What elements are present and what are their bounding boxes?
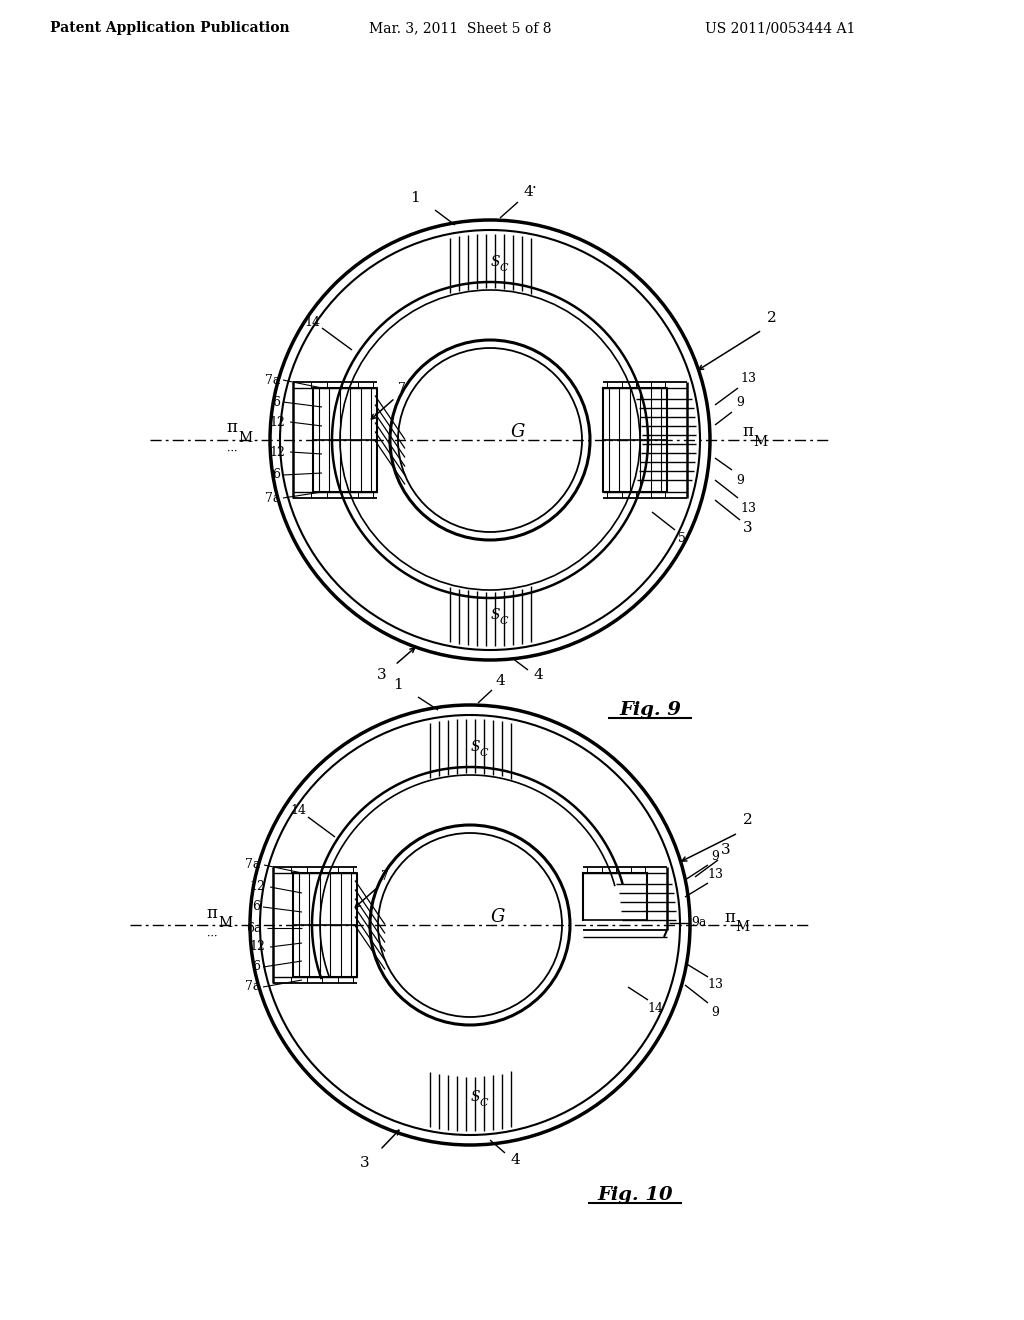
Text: 3: 3 — [360, 1156, 370, 1170]
Text: 12: 12 — [269, 446, 285, 458]
Text: 1: 1 — [411, 191, 420, 205]
Text: M: M — [238, 432, 252, 445]
Text: 6: 6 — [252, 961, 260, 974]
Text: ·: · — [531, 181, 537, 195]
Text: π: π — [742, 424, 754, 441]
Text: 6: 6 — [252, 900, 260, 913]
Text: C: C — [500, 263, 508, 273]
Text: 13: 13 — [740, 371, 756, 384]
Text: 2: 2 — [743, 813, 753, 828]
Text: C: C — [500, 616, 508, 626]
Text: 7a: 7a — [264, 374, 280, 387]
Text: US 2011/0053444 A1: US 2011/0053444 A1 — [705, 21, 855, 36]
Text: 12: 12 — [249, 880, 265, 894]
Text: 14: 14 — [304, 315, 319, 329]
Text: S: S — [470, 741, 480, 754]
Text: C: C — [480, 748, 488, 758]
Text: 9: 9 — [736, 396, 744, 408]
Text: 9: 9 — [736, 474, 744, 487]
Text: 7a: 7a — [245, 858, 260, 871]
Text: 14: 14 — [290, 804, 306, 817]
Text: S: S — [490, 255, 500, 269]
Text: S: S — [470, 1090, 480, 1104]
Text: 9a: 9a — [691, 916, 707, 928]
Text: M: M — [753, 436, 767, 449]
Text: 3: 3 — [377, 668, 387, 682]
Text: π: π — [725, 908, 735, 925]
Text: 12: 12 — [249, 940, 265, 953]
Text: 7a: 7a — [245, 981, 260, 994]
Text: 13: 13 — [740, 502, 756, 515]
Text: 7: 7 — [398, 381, 406, 395]
Text: 14: 14 — [647, 1002, 663, 1015]
Text: 4: 4 — [534, 668, 543, 682]
Text: 3: 3 — [721, 843, 731, 857]
Text: 4: 4 — [510, 1152, 520, 1167]
Text: M: M — [735, 920, 750, 935]
Text: π: π — [226, 420, 238, 437]
Text: 3: 3 — [743, 521, 753, 535]
Text: M: M — [218, 916, 232, 931]
Text: 9: 9 — [711, 850, 719, 863]
Text: 7a: 7a — [264, 491, 280, 504]
Text: π: π — [207, 904, 217, 921]
Text: 5: 5 — [678, 532, 686, 544]
Text: Mar. 3, 2011  Sheet 5 of 8: Mar. 3, 2011 Sheet 5 of 8 — [369, 21, 551, 36]
Text: 1: 1 — [393, 678, 402, 692]
Text: 6a: 6a — [247, 921, 262, 935]
Text: 9: 9 — [711, 1006, 719, 1019]
Text: ···: ··· — [207, 932, 217, 942]
Text: G: G — [511, 422, 525, 441]
Text: 2: 2 — [767, 312, 777, 325]
Text: C: C — [480, 1098, 488, 1107]
Text: Fig. 10: Fig. 10 — [597, 1185, 673, 1204]
Text: 6: 6 — [272, 396, 280, 408]
Text: 13: 13 — [707, 978, 723, 991]
Text: 6: 6 — [272, 469, 280, 482]
Text: 4: 4 — [496, 675, 505, 688]
Text: Fig. 9: Fig. 9 — [618, 701, 681, 719]
Text: 12: 12 — [269, 416, 285, 429]
Text: S: S — [490, 609, 500, 622]
Text: Patent Application Publication: Patent Application Publication — [50, 21, 290, 36]
Text: 13: 13 — [707, 869, 723, 882]
Text: 4: 4 — [523, 185, 532, 199]
Text: G: G — [490, 908, 505, 927]
Text: ···: ··· — [226, 447, 238, 457]
Text: 7: 7 — [381, 870, 389, 883]
